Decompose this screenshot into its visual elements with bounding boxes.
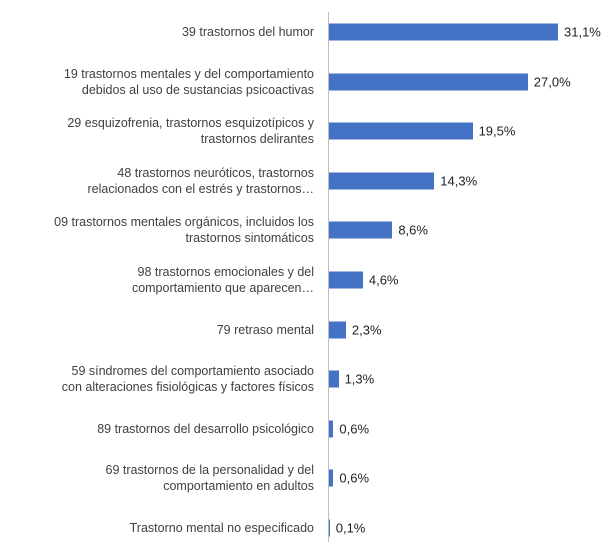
value-label: 27,0%: [533, 74, 571, 90]
value-label: 2,3%: [351, 322, 382, 338]
category-label: 09 trastornos mentales orgánicos, inclui…: [54, 215, 314, 246]
category-label: 48 trastornos neuróticos, trastornos rel…: [87, 165, 315, 196]
bar: [329, 122, 473, 140]
category-label: 79 retraso mental: [216, 322, 314, 337]
bar: [329, 519, 330, 537]
category-label: 19 trastornos mentales y del comportamie…: [63, 66, 314, 97]
value-label: 0,6%: [339, 470, 370, 486]
value-label: 8,6%: [398, 222, 428, 238]
value-label: 14,3%: [440, 173, 478, 189]
bar: [329, 221, 393, 239]
value-label: 19,5%: [478, 123, 516, 139]
value-label: 0,6%: [339, 421, 370, 437]
bar: [329, 73, 528, 91]
axis-line: [328, 12, 329, 542]
bar: [329, 370, 339, 388]
bar: [329, 271, 363, 289]
bar: [329, 23, 558, 41]
value-label: 4,6%: [368, 272, 399, 288]
bar: [329, 172, 435, 190]
category-label: Trastorno mental no especificado: [129, 521, 314, 535]
value-label: 1,3%: [344, 371, 375, 387]
category-label: 89 trastornos del desarrollo psicológico: [97, 421, 314, 436]
bar: [329, 469, 334, 487]
value-label: 0,1%: [335, 520, 366, 536]
category-label: 98 trastornos emocionales y del comporta…: [131, 265, 314, 295]
category-label: 29 esquizofrenia, trastornos esquizotípi…: [67, 116, 314, 147]
category-label: 59 síndromes del comportamiento asociado…: [61, 364, 314, 395]
bar: [329, 321, 346, 339]
value-label: 31,1%: [564, 24, 601, 40]
bar: [329, 420, 334, 438]
category-label: 69 trastornos de la personalidad y del c…: [105, 463, 314, 494]
category-label: 39 trastornos del humor: [181, 25, 314, 39]
